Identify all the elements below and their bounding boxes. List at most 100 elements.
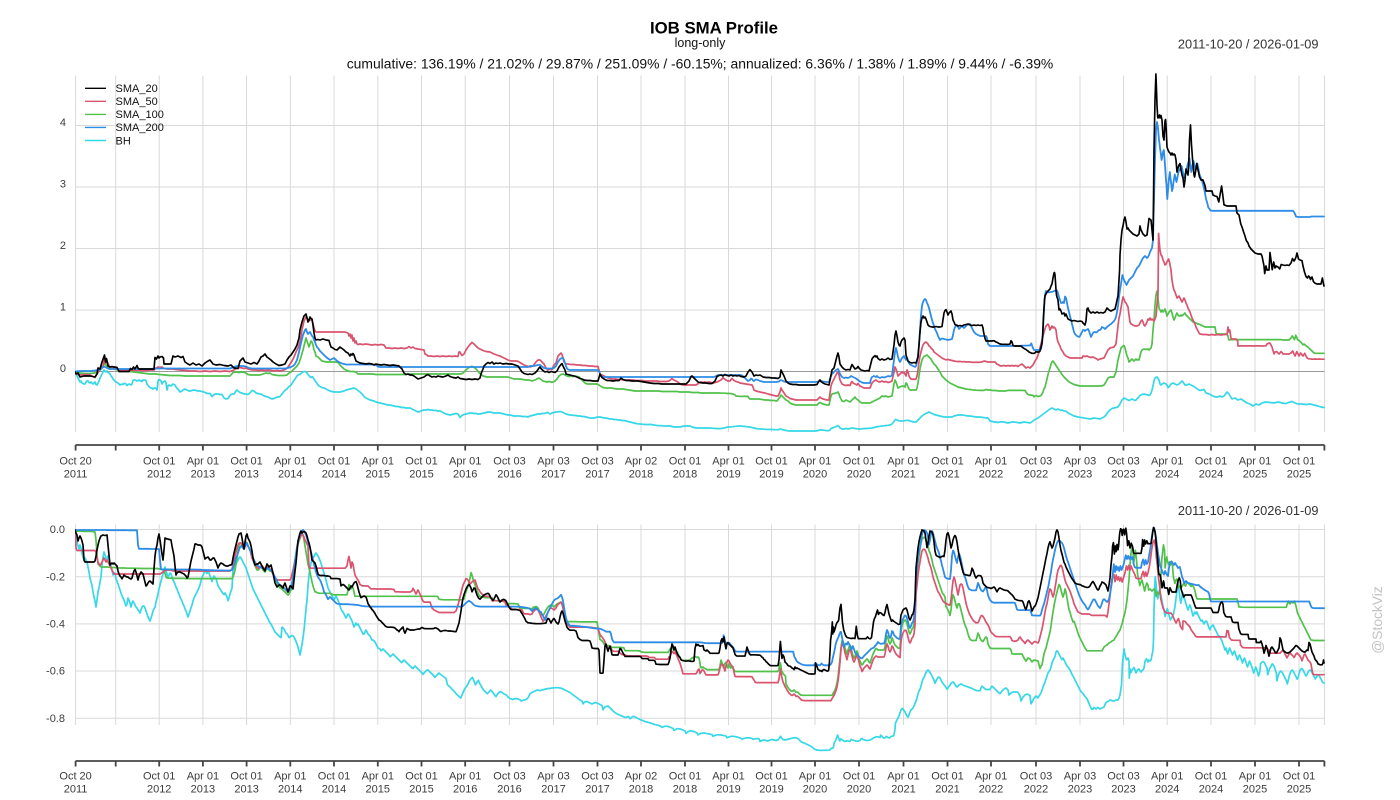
svg-text:0.0: 0.0 [50,524,65,536]
svg-text:2012: 2012 [147,784,171,796]
svg-text:SMA_20: SMA_20 [116,83,158,95]
svg-text:2024: 2024 [1155,468,1179,480]
svg-text:2022: 2022 [979,784,1003,796]
svg-text:2018: 2018 [673,784,697,796]
svg-text:2016: 2016 [497,468,521,480]
svg-text:Oct 03: Oct 03 [581,771,613,783]
svg-text:Apr 01: Apr 01 [975,771,1007,783]
svg-text:2022: 2022 [1024,468,1048,480]
svg-text:2020: 2020 [847,468,871,480]
svg-text:2011-10-20 / 2026-01-09: 2011-10-20 / 2026-01-09 [1178,503,1319,518]
svg-text:2021: 2021 [891,468,915,480]
svg-text:Apr 03: Apr 03 [1064,771,1096,783]
svg-text:2011: 2011 [64,784,88,796]
svg-text:Oct 01: Oct 01 [230,771,262,783]
svg-text:2016: 2016 [453,468,477,480]
svg-text:Apr 01: Apr 01 [362,771,394,783]
svg-text:2017: 2017 [541,784,565,796]
svg-text:cumulative: 136.19% / 21.02% /: cumulative: 136.19% / 21.02% / 29.87% / … [347,56,1054,72]
svg-text:Oct 01: Oct 01 [1195,455,1227,467]
svg-text:Apr 01: Apr 01 [187,455,219,467]
svg-text:Apr 01: Apr 01 [975,455,1007,467]
svg-text:2014: 2014 [322,784,346,796]
svg-text:Oct 20: Oct 20 [59,771,91,783]
svg-text:Oct 01: Oct 01 [931,455,963,467]
svg-text:2019: 2019 [759,468,783,480]
svg-text:Oct 01: Oct 01 [143,771,175,783]
svg-text:2019: 2019 [716,468,740,480]
svg-text:2017: 2017 [585,784,609,796]
svg-text:2023: 2023 [1068,468,1092,480]
svg-text:2024: 2024 [1155,784,1179,796]
svg-text:Oct 01: Oct 01 [1195,771,1227,783]
svg-text:Oct 20: Oct 20 [59,455,91,467]
svg-text:2013: 2013 [234,784,258,796]
svg-text:1: 1 [60,302,66,314]
svg-text:Oct 01: Oct 01 [843,455,875,467]
svg-text:SMA_200: SMA_200 [116,122,164,134]
svg-text:Apr 03: Apr 03 [537,455,569,467]
svg-text:Apr 01: Apr 01 [887,455,919,467]
svg-text:Oct 01: Oct 01 [931,771,963,783]
svg-text:2011-10-20 / 2026-01-09: 2011-10-20 / 2026-01-09 [1178,37,1319,52]
svg-text:Apr 01: Apr 01 [799,455,831,467]
svg-text:3: 3 [60,179,66,191]
svg-text:2018: 2018 [629,784,653,796]
svg-text:@StockViz: @StockViz [1370,586,1385,654]
svg-text:-0.6: -0.6 [46,666,65,678]
svg-text:2018: 2018 [673,468,697,480]
svg-text:Apr 01: Apr 01 [187,771,219,783]
svg-text:Apr 01: Apr 01 [1151,771,1183,783]
svg-text:Oct 01: Oct 01 [843,771,875,783]
svg-text:Apr 01: Apr 01 [362,455,394,467]
svg-text:2011: 2011 [64,468,88,480]
svg-text:Oct 03: Oct 03 [1020,771,1052,783]
svg-text:2022: 2022 [1024,784,1048,796]
svg-text:Oct 01: Oct 01 [1283,771,1315,783]
svg-text:Apr 02: Apr 02 [625,771,657,783]
svg-text:2021: 2021 [891,784,915,796]
svg-text:Apr 01: Apr 01 [712,455,744,467]
svg-text:SMA_100: SMA_100 [116,109,164,121]
svg-text:Oct 01: Oct 01 [318,771,350,783]
svg-text:2017: 2017 [541,468,565,480]
svg-text:Oct 03: Oct 03 [1107,455,1139,467]
svg-text:Apr 01: Apr 01 [274,771,306,783]
svg-text:Oct 01: Oct 01 [755,455,787,467]
svg-text:Apr 03: Apr 03 [1064,455,1096,467]
svg-text:Apr 01: Apr 01 [887,771,919,783]
svg-text:IOB SMA Profile: IOB SMA Profile [650,19,778,38]
svg-text:Apr 01: Apr 01 [799,771,831,783]
svg-text:2015: 2015 [366,784,390,796]
svg-text:Oct 03: Oct 03 [1020,455,1052,467]
svg-text:Oct 01: Oct 01 [755,771,787,783]
svg-text:2015: 2015 [409,468,433,480]
svg-text:Oct 03: Oct 03 [493,455,525,467]
svg-text:Oct 03: Oct 03 [581,455,613,467]
svg-text:Apr 02: Apr 02 [625,455,657,467]
svg-text:Apr 01: Apr 01 [1151,455,1183,467]
svg-text:-0.8: -0.8 [46,713,65,725]
svg-text:2025: 2025 [1287,468,1311,480]
svg-text:2024: 2024 [1199,784,1223,796]
svg-text:2013: 2013 [234,468,258,480]
svg-text:Oct 01: Oct 01 [143,455,175,467]
svg-text:2024: 2024 [1199,468,1223,480]
svg-text:2: 2 [60,240,66,252]
svg-text:2025: 2025 [1243,468,1267,480]
svg-text:Oct 03: Oct 03 [493,771,525,783]
svg-text:2017: 2017 [585,468,609,480]
svg-text:long-only: long-only [675,36,726,50]
svg-text:Oct 01: Oct 01 [669,771,701,783]
svg-text:2019: 2019 [716,784,740,796]
svg-text:2025: 2025 [1243,784,1267,796]
svg-text:2015: 2015 [366,468,390,480]
svg-text:2020: 2020 [803,784,827,796]
svg-text:-0.2: -0.2 [46,571,65,583]
svg-text:2016: 2016 [453,784,477,796]
svg-text:Oct 01: Oct 01 [1283,455,1315,467]
svg-text:SMA_50: SMA_50 [116,96,158,108]
svg-text:2013: 2013 [191,784,215,796]
svg-text:Apr 01: Apr 01 [449,771,481,783]
svg-text:2013: 2013 [191,468,215,480]
